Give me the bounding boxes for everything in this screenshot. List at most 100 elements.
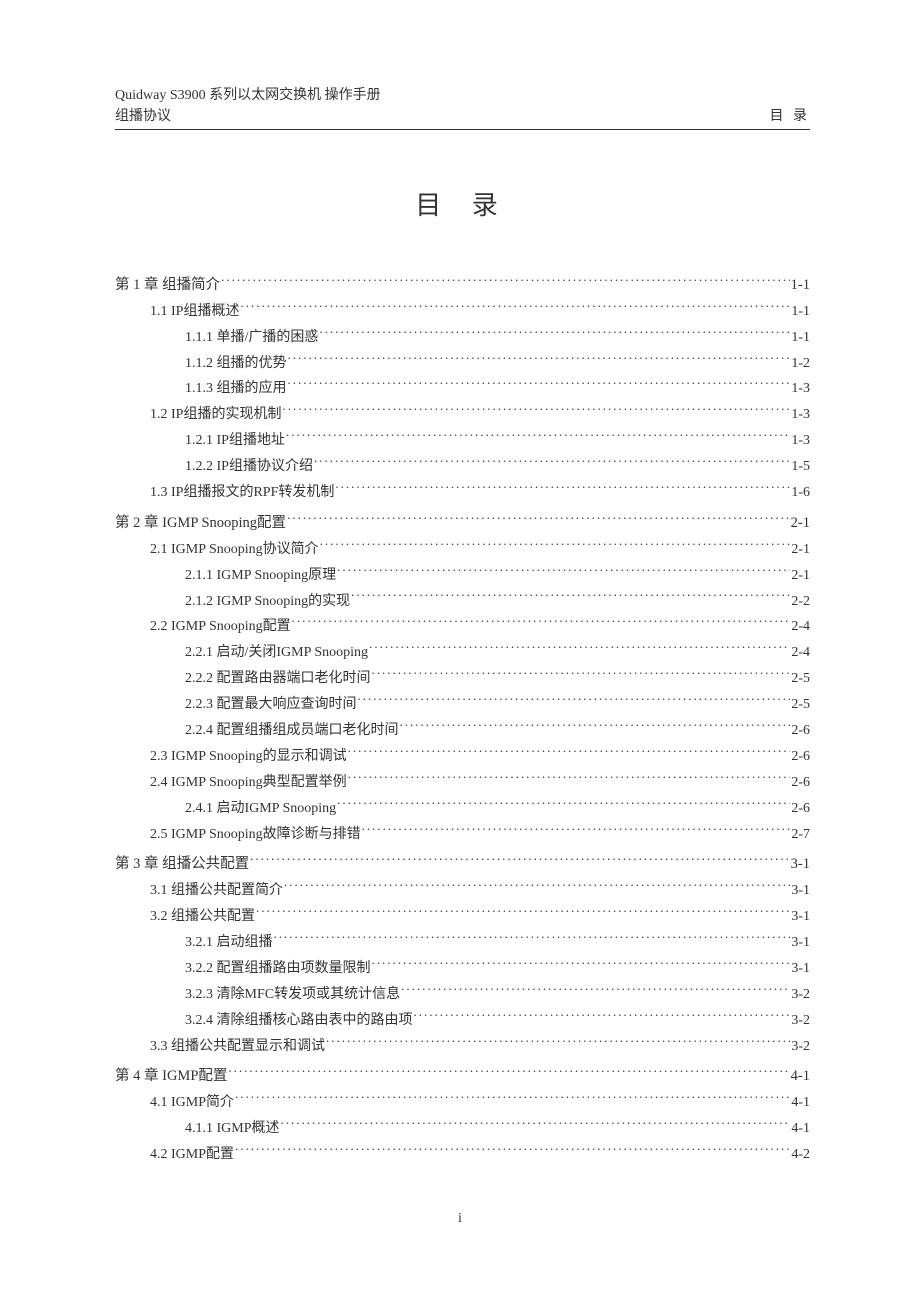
toc-entry: 第 1 章 组播简介 1-1 [115,272,810,299]
toc-leader-dots [348,746,791,760]
toc-entry: 2.3 IGMP Snooping的显示和调试 2-6 [115,744,810,770]
toc-entry-page: 3-2 [791,1008,810,1034]
toc-entry: 第 4 章 IGMP配置 4-1 [115,1063,810,1090]
toc-entry: 2.4 IGMP Snooping典型配置举例 2-6 [115,770,810,796]
toc-entry-label: 1.2.2 IP组播协议介绍 [185,454,313,480]
toc-leader-dots [282,404,790,418]
toc-entry-label: 2.1.1 IGMP Snooping原理 [185,563,336,589]
toc-entry: 1.2.2 IP组播协议介绍 1-5 [115,454,810,480]
toc-entry-page: 2-6 [791,770,810,796]
page-header: Quidway S3900 系列以太网交换机 操作手册 组播协议 目 录 [115,85,810,130]
toc-entry-page: 3-2 [791,982,810,1008]
toc-entry: 3.2.4 清除组播核心路由表中的路由项 3-2 [115,1008,810,1034]
toc-entry: 4.2 IGMP配置 4-2 [115,1142,810,1168]
toc-leader-dots [414,1010,791,1024]
toc-leader-dots [400,720,791,734]
toc-entry-label: 第 4 章 IGMP配置 [115,1063,227,1090]
toc-leader-dots [274,932,791,946]
toc-leader-dots [286,430,790,444]
toc-entry-label: 1.1.1 单播/广播的困惑 [185,325,318,351]
toc-entry-page: 1-3 [791,376,810,402]
toc-entry: 1.1.3 组播的应用 1-3 [115,376,810,402]
toc-entry-label: 3.2.1 启动组播 [185,930,273,956]
toc-entry-label: 2.2.1 启动/关闭IGMP Snooping [185,640,368,666]
toc-entry-label: 4.2 IGMP配置 [150,1142,234,1168]
toc-entry-label: 3.1 组播公共配置简介 [150,878,283,904]
toc-entry: 1.3 IP组播报文的RPF转发机制 1-6 [115,480,810,506]
toc-leader-dots [335,482,790,496]
toc-entry: 第 3 章 组播公共配置 3-1 [115,851,810,878]
toc-entry-page: 1-6 [791,480,810,506]
toc-entry-page: 2-1 [791,510,810,537]
toc-leader-dots [235,1092,790,1106]
toc-entry-label: 2.5 IGMP Snooping故障诊断与排错 [150,822,361,848]
toc-entry-page: 2-4 [791,640,810,666]
toc-entry-label: 3.2.4 清除组播核心路由表中的路由项 [185,1008,413,1034]
toc-entry-page: 1-1 [791,299,810,325]
toc-entry-label: 3.2 组播公共配置 [150,904,255,930]
toc-leader-dots [228,1066,789,1081]
toc-entry-page: 4-1 [791,1116,810,1142]
toc-entry-label: 1.3 IP组播报文的RPF转发机制 [150,480,334,506]
toc-entry-page: 3-1 [791,956,810,982]
toc-entry: 1.2.1 IP组播地址 1-3 [115,428,810,454]
toc-entry-label: 3.2.2 配置组播路由项数量限制 [185,956,371,982]
toc-entry: 2.4.1 启动IGMP Snooping 2-6 [115,796,810,822]
toc-entry-page: 1-2 [791,351,810,377]
toc-entry-page: 3-2 [791,1034,810,1060]
toc-entry: 2.2.4 配置组播组成员端口老化时间 2-6 [115,718,810,744]
toc-entry-label: 第 2 章 IGMP Snooping配置 [115,510,286,537]
toc-leader-dots [337,798,790,812]
toc-entry-label: 第 3 章 组播公共配置 [115,851,249,878]
toc-entry: 3.1 组播公共配置简介 3-1 [115,878,810,904]
toc-entry-label: 1.1.3 组播的应用 [185,376,287,402]
toc-entry-page: 2-2 [791,589,810,615]
header-title-line1: Quidway S3900 系列以太网交换机 操作手册 [115,85,381,106]
toc-entry: 1.2 IP组播的实现机制 1-3 [115,402,810,428]
toc-entry: 3.2.3 清除MFC转发项或其统计信息 3-2 [115,982,810,1008]
toc-entry-label: 2.4.1 启动IGMP Snooping [185,796,336,822]
toc-entry-label: 2.2.2 配置路由器端口老化时间 [185,666,371,692]
toc-leader-dots [288,353,791,367]
toc-entry-label: 2.1 IGMP Snooping协议简介 [150,537,319,563]
toc-entry-page: 2-4 [791,614,810,640]
toc-leader-dots [362,824,791,838]
toc-entry-label: 2.2.3 配置最大响应查询时间 [185,692,357,718]
toc-entry-label: 1.2.1 IP组播地址 [185,428,285,454]
toc-entry-page: 2-6 [791,744,810,770]
toc-entry-page: 1-3 [791,428,810,454]
toc-entry: 2.5 IGMP Snooping故障诊断与排错 2-7 [115,822,810,848]
toc-entry-page: 2-6 [791,796,810,822]
toc-entry-page: 1-1 [791,325,810,351]
toc-entry-page: 2-1 [791,537,810,563]
toc-leader-dots [369,642,790,656]
toc-title: 目 录 [115,185,810,222]
toc-entry-label: 2.1.2 IGMP Snooping的实现 [185,589,350,615]
toc-entry: 3.2 组播公共配置 3-1 [115,904,810,930]
toc-entry-label: 2.4 IGMP Snooping典型配置举例 [150,770,347,796]
toc-entry: 2.2 IGMP Snooping配置 2-4 [115,614,810,640]
toc-entry-label: 1.1 IP组播概述 [150,299,239,325]
toc-entry-label: 4.1 IGMP简介 [150,1090,234,1116]
toc-entry: 3.2.2 配置组播路由项数量限制 3-1 [115,956,810,982]
toc-leader-dots [284,880,790,894]
toc-leader-dots [326,1036,790,1050]
toc-leader-dots [250,854,790,869]
toc-entry-label: 3.2.3 清除MFC转发项或其统计信息 [185,982,400,1008]
toc-entry-label: 2.2.4 配置组播组成员端口老化时间 [185,718,399,744]
toc-leader-dots [281,1118,791,1132]
toc-entry-page: 1-1 [791,272,810,299]
header-right: 目 录 [770,106,811,127]
toc-entry-label: 2.3 IGMP Snooping的显示和调试 [150,744,347,770]
toc-entry: 第 2 章 IGMP Snooping配置 2-1 [115,510,810,537]
toc-leader-dots [287,512,790,527]
toc-entry-page: 3-1 [791,930,810,956]
toc-entry: 2.1.2 IGMP Snooping的实现 2-2 [115,589,810,615]
toc-entry-page: 4-1 [791,1090,810,1116]
toc-entry-label: 2.2 IGMP Snooping配置 [150,614,291,640]
header-title-line2: 组播协议 [115,106,381,127]
toc-entry-page: 1-5 [791,454,810,480]
toc-entry-label: 1.1.2 组播的优势 [185,351,287,377]
toc-leader-dots [337,565,790,579]
toc-entry-label: 4.1.1 IGMP概述 [185,1116,280,1142]
